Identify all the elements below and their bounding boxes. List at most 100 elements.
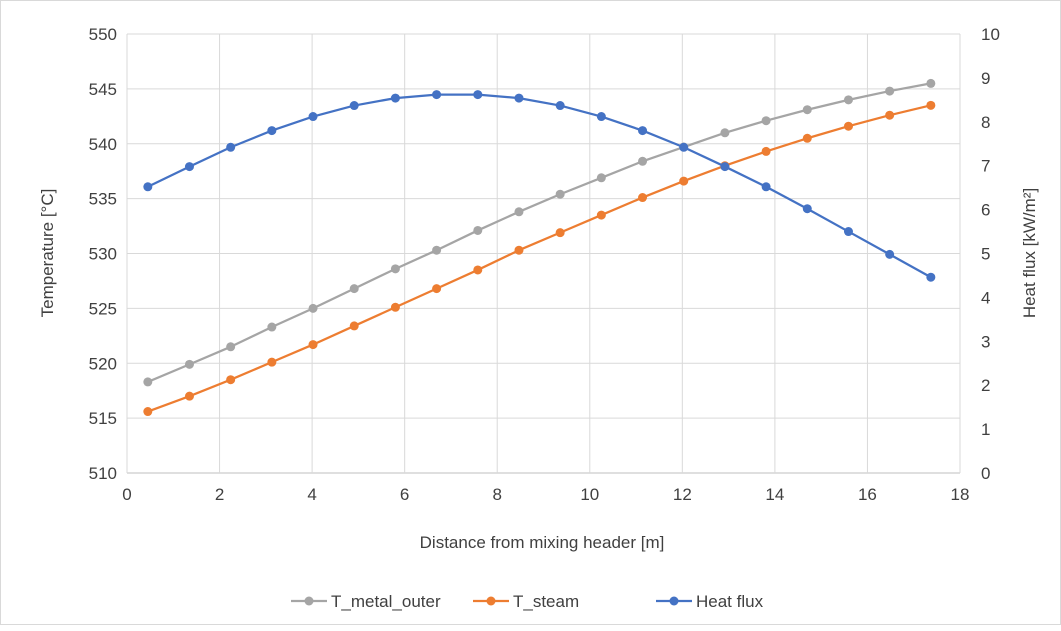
y-left-tick-label: 520 — [89, 354, 117, 373]
series-heat-flux — [143, 90, 936, 282]
data-point — [720, 162, 730, 172]
y-right-tick-label: 4 — [981, 288, 990, 307]
series-line — [147, 93, 932, 279]
data-point — [308, 340, 318, 350]
data-point — [802, 105, 812, 115]
data-point — [390, 93, 400, 103]
data-point — [720, 128, 730, 138]
legend: T_metal_outer T_steam Heat flux — [291, 592, 764, 611]
data-point — [926, 272, 936, 282]
data-point — [802, 133, 812, 143]
y-left-tick-label: 530 — [89, 245, 117, 264]
data-point — [267, 357, 277, 367]
x-tick-label: 16 — [858, 485, 877, 504]
x-tick-label: 6 — [400, 485, 409, 504]
data-point — [555, 228, 565, 238]
y-right-tick-label: 8 — [981, 113, 990, 132]
data-point — [926, 100, 936, 110]
legend-swatch-marker — [669, 596, 679, 606]
data-point — [184, 162, 194, 172]
data-point — [638, 193, 648, 203]
x-tick-label: 18 — [951, 485, 970, 504]
x-tick-label: 12 — [673, 485, 692, 504]
y-left-tick-label: 550 — [89, 25, 117, 44]
data-point — [267, 322, 277, 332]
data-point — [596, 112, 606, 122]
data-point — [226, 342, 236, 352]
data-point — [802, 204, 812, 214]
y-left-tick-label: 535 — [89, 190, 117, 209]
data-point — [638, 156, 648, 166]
data-point — [390, 302, 400, 312]
data-point — [596, 173, 606, 183]
y-right-tick-label: 6 — [981, 201, 990, 220]
data-point — [885, 110, 895, 120]
legend-label: Heat flux — [696, 592, 764, 611]
y-right-tick-label: 9 — [981, 69, 990, 88]
data-point — [143, 407, 153, 417]
y-right-tick-label: 1 — [981, 420, 990, 439]
data-point — [473, 90, 483, 100]
data-point — [843, 121, 853, 131]
x-axis-title: Distance from mixing header [m] — [420, 533, 665, 552]
y-right-tick-label: 0 — [981, 464, 990, 483]
x-tick-label: 4 — [307, 485, 316, 504]
data-point — [679, 176, 689, 186]
data-point — [143, 377, 153, 387]
data-point — [679, 142, 689, 152]
data-point — [432, 245, 442, 255]
data-point — [555, 101, 565, 111]
legend-item: T_steam — [473, 592, 579, 611]
y-left-tick-label: 510 — [89, 464, 117, 483]
gridlines — [126, 33, 961, 474]
x-tick-label: 8 — [492, 485, 501, 504]
data-point — [349, 321, 359, 331]
data-point — [926, 78, 936, 88]
series-line — [147, 82, 932, 383]
data-point — [843, 227, 853, 237]
y-right-tick-label: 3 — [981, 332, 990, 351]
y-right-tick-label: 2 — [981, 376, 990, 395]
y-left-tick-label: 525 — [89, 299, 117, 318]
data-point — [184, 391, 194, 401]
legend-item: Heat flux — [656, 592, 764, 611]
data-point — [473, 265, 483, 275]
data-point — [308, 303, 318, 313]
data-point — [432, 90, 442, 100]
data-point — [143, 182, 153, 192]
y-axis-right-title: Heat flux [kW/m²] — [1020, 188, 1039, 318]
y-left-tick-label: 540 — [89, 135, 117, 154]
data-point — [349, 101, 359, 111]
data-point — [226, 375, 236, 385]
data-point — [885, 249, 895, 259]
data-point — [390, 264, 400, 274]
series-line — [147, 104, 932, 413]
y-left-tick-label: 545 — [89, 80, 117, 99]
y-right-tick-label: 5 — [981, 245, 990, 264]
y-right-tick-label: 10 — [981, 25, 1000, 44]
data-point — [761, 116, 771, 126]
data-point — [432, 284, 442, 294]
legend-swatch-marker — [486, 596, 496, 606]
data-point — [308, 112, 318, 122]
data-point — [514, 207, 524, 217]
data-point — [596, 210, 606, 220]
legend-label: T_metal_outer — [331, 592, 441, 611]
data-point — [638, 126, 648, 136]
legend-swatch-marker — [304, 596, 314, 606]
legend-label: T_steam — [513, 592, 579, 611]
x-tick-label: 10 — [580, 485, 599, 504]
data-point — [761, 182, 771, 192]
series-layer — [143, 78, 936, 417]
y-right-tick-label: 7 — [981, 157, 990, 176]
data-point — [226, 142, 236, 152]
legend-item: T_metal_outer — [291, 592, 441, 611]
data-point — [555, 189, 565, 199]
data-point — [514, 245, 524, 255]
data-point — [885, 86, 895, 96]
data-point — [473, 225, 483, 235]
data-point — [843, 95, 853, 105]
